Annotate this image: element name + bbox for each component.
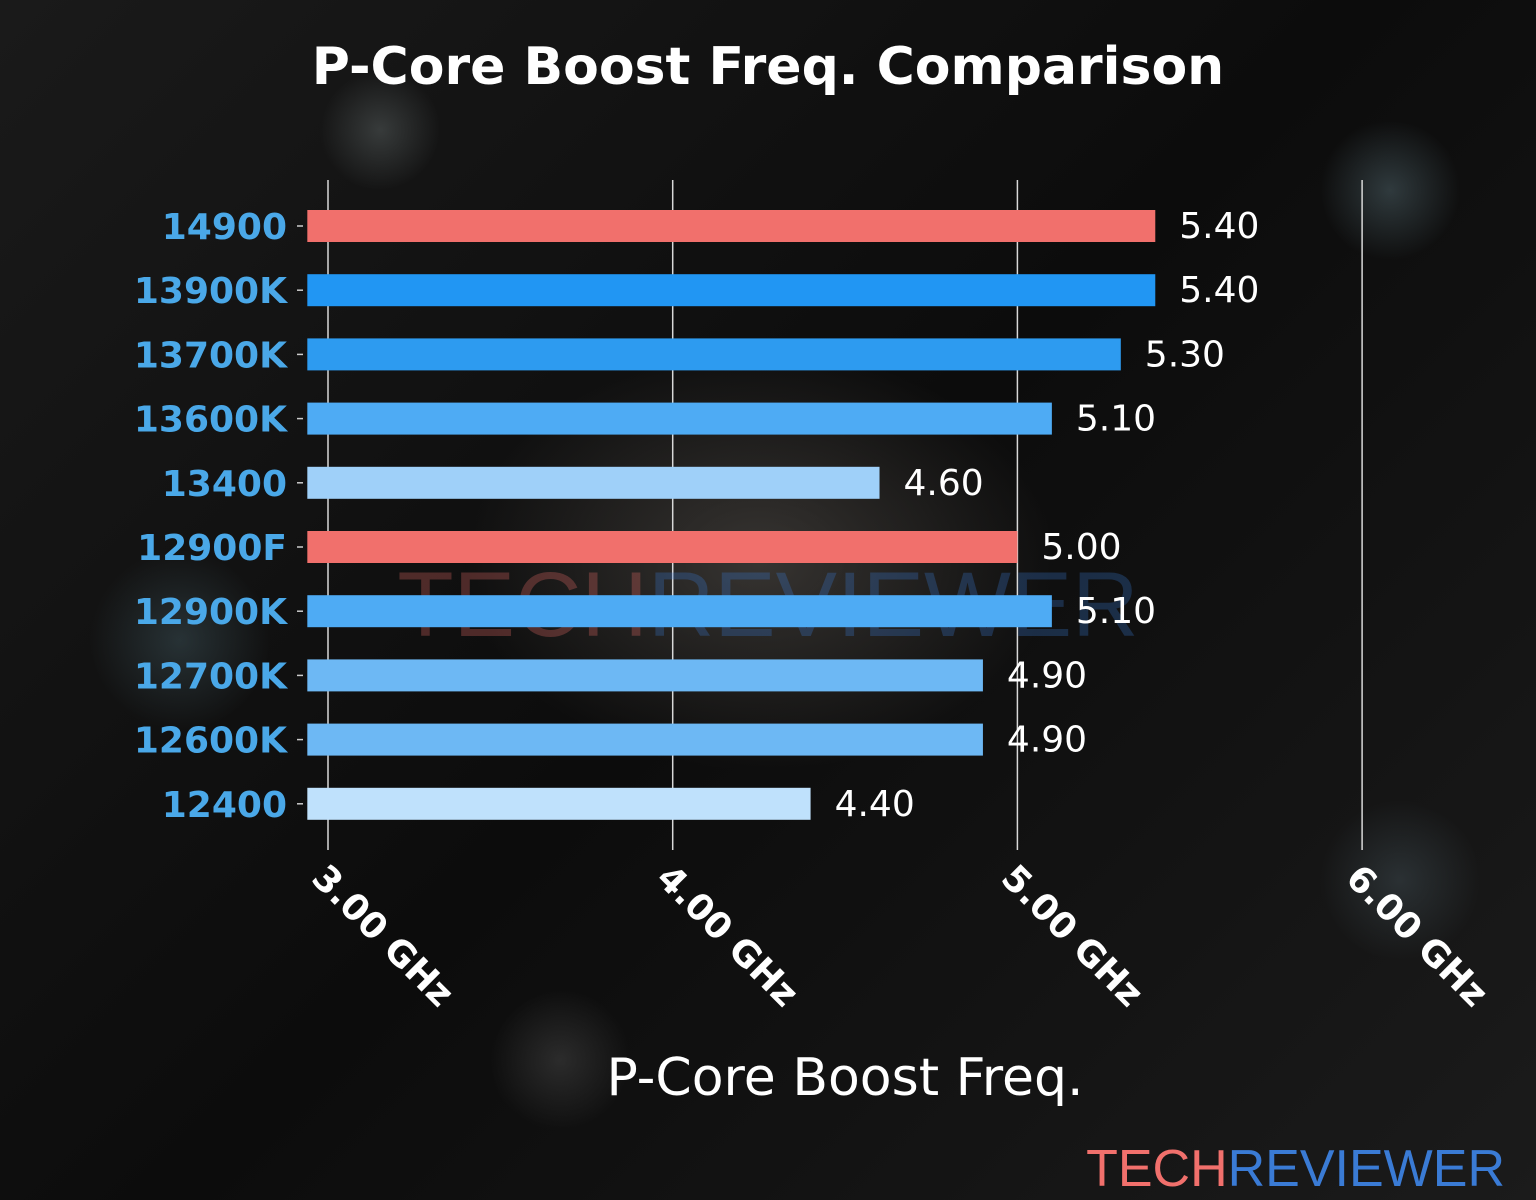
category-label: 13400 (162, 464, 287, 505)
category-label: 13600K (134, 400, 288, 441)
category-label: 12700K (134, 656, 288, 697)
value-label: 4.40 (835, 784, 915, 825)
category-label: 14900 (162, 207, 287, 248)
value-label: 5.40 (1179, 206, 1259, 247)
bar (307, 723, 983, 756)
value-label: 5.00 (1041, 527, 1121, 568)
bar (307, 466, 880, 499)
value-label: 4.60 (904, 463, 984, 504)
x-tick-label: 4.00 GHz (648, 857, 806, 1015)
bar (307, 338, 1121, 371)
value-label: 5.40 (1179, 270, 1259, 311)
chart-title: P-Core Boost Freq. Comparison (312, 37, 1224, 97)
category-label: 12400 (162, 785, 287, 826)
value-label: 5.30 (1145, 334, 1225, 375)
logo-watermark: TECHREVIEWER (1086, 1140, 1505, 1198)
x-tick-label: 6.00 GHz (1338, 857, 1496, 1015)
bar (307, 659, 983, 692)
value-label: 5.10 (1076, 591, 1156, 632)
bar (307, 210, 1156, 242)
category-label: 12600K (134, 721, 288, 762)
category-label: 12900K (134, 592, 288, 633)
category-label: 13900K (134, 271, 288, 312)
logo-reviewer: REVIEWER (1228, 1140, 1505, 1198)
category-label: 13700K (134, 335, 288, 376)
bar (307, 787, 811, 820)
x-axis-label: P-Core Boost Freq. (606, 1048, 1083, 1108)
value-label: 4.90 (1007, 720, 1087, 761)
x-tick-label: 3.00 GHz (304, 857, 462, 1015)
x-tick-label: 5.00 GHz (993, 857, 1151, 1015)
value-label: 4.90 (1007, 655, 1087, 696)
bar (307, 274, 1156, 307)
value-label: 5.10 (1076, 399, 1156, 440)
logo-tech: TECH (1086, 1140, 1228, 1198)
bar (307, 402, 1052, 435)
bar (307, 595, 1052, 628)
bar (307, 531, 1018, 563)
category-label: 12900F (137, 528, 287, 569)
